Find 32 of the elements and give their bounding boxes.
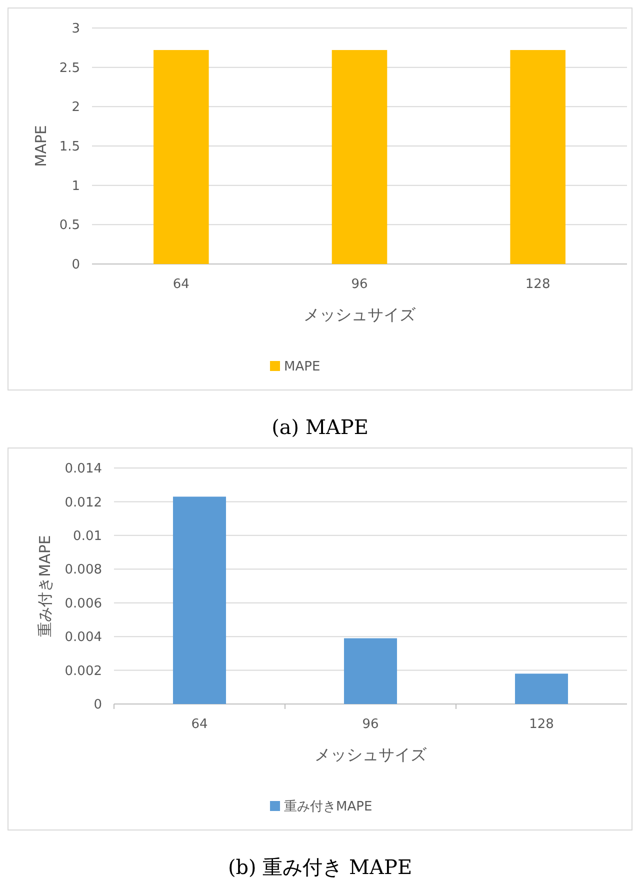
y-tick-label: 0 <box>94 698 102 713</box>
x-axis-title: メッシュサイズ <box>304 305 416 324</box>
bar <box>172 496 226 704</box>
y-tick-label: 0 <box>72 258 80 273</box>
x-axis-title: メッシュサイズ <box>314 745 428 764</box>
x-tick-label: 96 <box>362 717 379 732</box>
y-tick-label: 2 <box>72 100 80 116</box>
y-axis-title: 重み付きMAPE <box>36 535 54 637</box>
x-tick-label: 64 <box>191 717 208 732</box>
y-tick-label: 0.006 <box>64 596 102 612</box>
y-tick-label: 0.014 <box>64 462 102 477</box>
y-tick-label: 1.5 <box>59 140 80 155</box>
y-tick-label: 1 <box>72 178 80 194</box>
legend-label: MAPE <box>284 360 320 375</box>
y-tick-label: 0.01 <box>73 528 102 544</box>
y-tick-label: 0.012 <box>64 495 102 510</box>
y-tick-label: 3 <box>72 22 80 37</box>
bar <box>344 638 398 704</box>
bar <box>514 674 568 704</box>
y-tick-label: 0.002 <box>64 664 102 679</box>
x-tick-label: 64 <box>172 277 190 292</box>
legend-label: 重み付きMAPE <box>284 800 372 815</box>
y-axis-title: MAPE <box>32 125 50 167</box>
x-tick-label: 96 <box>351 277 368 292</box>
y-tick-label: 0.004 <box>64 630 102 646</box>
y-tick-label: 0.008 <box>64 562 102 578</box>
x-tick-label: 128 <box>525 277 550 292</box>
y-tick-label: 2.5 <box>59 60 80 76</box>
x-tick-label: 128 <box>529 717 554 732</box>
y-tick-label: 0.5 <box>59 218 80 234</box>
text: (b) 重み付き MAPE <box>228 855 412 879</box>
text: (a) MAPE <box>272 415 368 439</box>
